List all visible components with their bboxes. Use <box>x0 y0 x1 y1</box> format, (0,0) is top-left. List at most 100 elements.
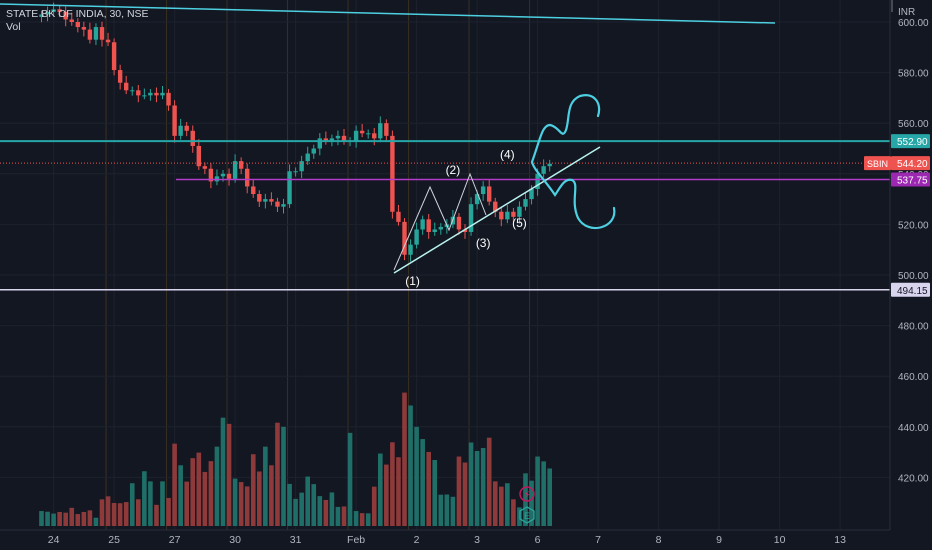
chart-legend: STATE BK OF INDIA, 30, NSE Vol <box>6 8 149 34</box>
volume-bar <box>468 442 474 526</box>
price-level-tag <box>891 172 930 187</box>
volume-bar <box>371 486 377 526</box>
candle-body <box>93 27 99 40</box>
candle-body <box>511 211 516 217</box>
candle-body <box>317 138 322 149</box>
candle-body <box>305 153 310 162</box>
price-tick-label: 580.00 <box>898 69 929 80</box>
volume-bar <box>136 499 141 526</box>
volume-bar <box>547 468 552 526</box>
symbol-tag-label: SBIN <box>867 159 888 169</box>
volume-bar <box>117 503 123 526</box>
time-tick-label: 7 <box>595 534 601 546</box>
candle-body <box>166 92 171 106</box>
candle-body <box>517 206 522 217</box>
candle-body <box>251 186 256 195</box>
volume-bar <box>190 458 196 526</box>
last-price-tag-label: 544.20 <box>897 159 928 170</box>
time-tick-label: 2 <box>414 534 420 546</box>
candle-body <box>75 22 80 28</box>
candle-body <box>474 194 480 205</box>
volume-bar <box>353 511 359 526</box>
volume-bar <box>323 500 329 526</box>
support-trendline <box>393 146 601 274</box>
last-price-tag <box>891 156 930 171</box>
candle-body <box>154 92 159 96</box>
volume-bar <box>299 492 304 526</box>
candle-body <box>505 211 510 220</box>
price-level-tag <box>891 282 930 297</box>
volume-bar <box>432 459 438 526</box>
candle-body <box>111 42 117 71</box>
volume-bar <box>486 437 492 526</box>
volume-bar <box>347 432 353 526</box>
candle-body <box>420 219 425 230</box>
time-tick-label: 8 <box>656 534 662 546</box>
volume-bar <box>226 423 232 526</box>
price-tick-label: 440.00 <box>898 423 929 434</box>
volume-bar <box>450 496 456 526</box>
volume-bar <box>39 511 44 526</box>
price-level-tag-label: 552.90 <box>897 137 928 148</box>
wave-label: (1) <box>405 274 420 288</box>
wave-label: (3) <box>476 236 491 250</box>
volume-bar <box>341 506 347 526</box>
candle-body <box>456 216 462 230</box>
volume-bar <box>87 510 93 526</box>
candle-body <box>499 211 504 220</box>
candle-body <box>81 27 87 30</box>
volume-bar <box>196 452 202 526</box>
candle-body <box>299 161 304 172</box>
volume-bar <box>359 513 365 526</box>
volume-bar <box>541 461 546 526</box>
time-tick-label: 24 <box>48 534 60 546</box>
price-level-tag-label: 537.75 <box>897 175 928 186</box>
time-tick-label: 30 <box>229 534 241 546</box>
candle-body <box>39 14 44 17</box>
candle-body <box>390 135 395 212</box>
candle-body <box>136 90 141 96</box>
candle-body <box>353 130 359 141</box>
time-tick-label: Feb <box>347 534 365 546</box>
candle-body <box>160 92 165 96</box>
time-tick-label: 27 <box>169 534 181 546</box>
volume-bar <box>474 451 480 526</box>
flash-event-icon-ring <box>519 486 535 502</box>
volume-bar <box>281 426 286 526</box>
long-trendline <box>0 3 776 24</box>
volume-bar <box>535 456 540 526</box>
candle-body <box>293 171 298 173</box>
volume-bar <box>123 502 129 526</box>
volume-bar <box>99 499 105 526</box>
volume-bar <box>311 484 317 526</box>
candle-body <box>414 229 419 245</box>
candle-body <box>263 199 268 202</box>
volume-bar <box>214 446 220 526</box>
candle-body <box>208 168 214 182</box>
price-tick-label: 480.00 <box>898 322 929 333</box>
candle-body <box>535 173 540 189</box>
volume-bar <box>269 465 274 526</box>
candle-body <box>396 211 401 222</box>
earnings-event-icon[interactable]: E <box>519 506 535 524</box>
volume-bar <box>511 499 516 526</box>
time-tick-label: 9 <box>716 534 722 546</box>
volume-bar <box>220 417 226 526</box>
candle-body <box>117 70 123 83</box>
candle-body <box>172 105 177 136</box>
volume-bar <box>172 443 177 526</box>
candle-body <box>202 166 208 169</box>
price-tick-label: 520.00 <box>898 220 929 231</box>
candle-body <box>69 19 74 22</box>
volume-bar <box>148 481 153 526</box>
time-tick-label: 13 <box>834 534 846 546</box>
volume-bar <box>142 471 147 526</box>
volume-bar <box>45 511 50 526</box>
candle-body <box>287 171 292 205</box>
flash-event-icon[interactable]: ⚡ <box>519 486 535 502</box>
candle-body <box>359 130 365 134</box>
price-axis-bg <box>890 0 932 550</box>
bullish-projection-path <box>530 94 601 164</box>
candle-body <box>87 29 93 40</box>
